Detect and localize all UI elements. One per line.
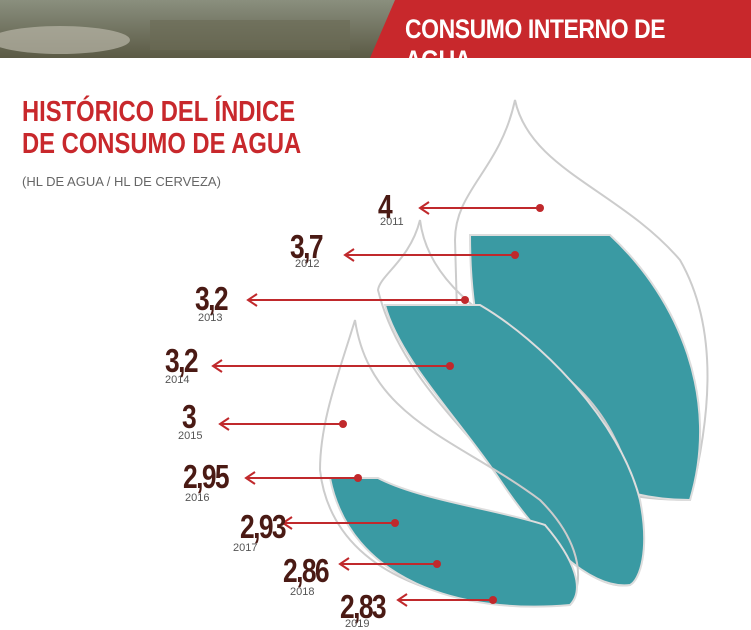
year-label: 2016 bbox=[185, 492, 210, 504]
title-line: HISTÓRICO DEL ÍNDICE bbox=[22, 96, 296, 128]
year-label: 2017 bbox=[233, 542, 258, 554]
year-label: 2015 bbox=[178, 430, 203, 442]
value-label: 2,83 bbox=[340, 588, 387, 625]
arrow bbox=[281, 516, 399, 530]
year-label: 2014 bbox=[165, 374, 190, 386]
drop-fill bbox=[328, 477, 578, 608]
year-label: 2018 bbox=[290, 586, 315, 598]
value-label: 3,2 bbox=[165, 342, 198, 379]
arrow bbox=[244, 471, 362, 485]
drop-fill bbox=[383, 304, 646, 587]
value-label: 3,7 bbox=[290, 228, 323, 265]
value-label: 4 bbox=[378, 188, 393, 225]
title: HISTÓRICO DEL ÍNDICE DE CONSUMO DE AGUA bbox=[22, 96, 301, 160]
arrow bbox=[246, 293, 469, 307]
arrow bbox=[343, 248, 519, 262]
arrow bbox=[211, 359, 454, 373]
banner bbox=[0, 0, 751, 58]
value-label: 2,86 bbox=[283, 552, 330, 589]
arrow bbox=[338, 557, 441, 571]
title-line: DE CONSUMO DE AGUA bbox=[22, 128, 302, 160]
year-label: 2012 bbox=[295, 258, 320, 270]
arrow bbox=[396, 593, 497, 607]
red-band bbox=[370, 0, 751, 58]
value-label: 3,2 bbox=[195, 280, 228, 317]
value-label: 3 bbox=[182, 398, 197, 435]
value-label: 2,95 bbox=[183, 458, 230, 495]
value-label: 2,93 bbox=[240, 508, 287, 545]
subtitle: (HL DE AGUA / HL DE CERVEZA) bbox=[22, 174, 221, 189]
header-title: CONSUMO INTERNO DE AGUA bbox=[405, 14, 666, 75]
year-label: 2011 bbox=[380, 216, 404, 228]
arrow bbox=[218, 417, 347, 431]
year-label: 2013 bbox=[198, 312, 223, 324]
arrow bbox=[418, 201, 544, 215]
year-label: 2019 bbox=[345, 618, 370, 630]
